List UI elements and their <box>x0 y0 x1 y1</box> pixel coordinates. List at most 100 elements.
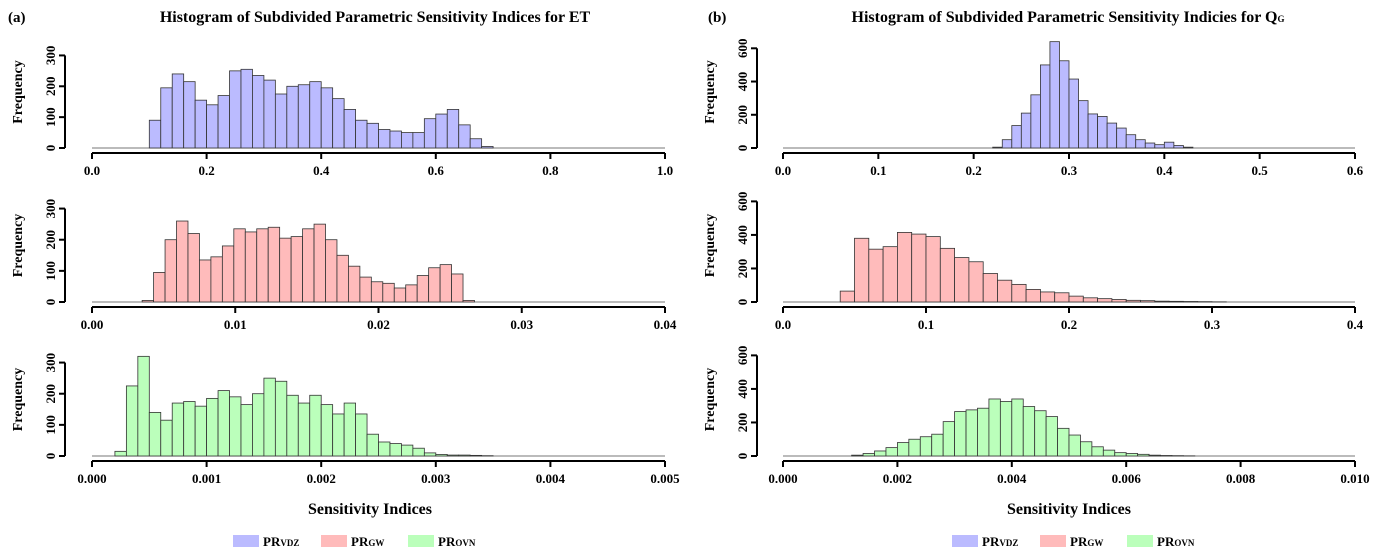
bar-vdz-5 <box>1040 64 1051 149</box>
panel-b-title-main: Histogram of Subdivided Parametric Sensi… <box>852 9 1278 26</box>
bar-gw-28 <box>462 300 475 303</box>
bar-vdz-1 <box>1001 139 1013 149</box>
bar-ovn-24 <box>389 443 402 457</box>
y-tick-label: 0 <box>43 145 58 152</box>
panel-b-xlabel: Sensitivity Indices <box>1007 501 1131 518</box>
legend-label-vdz: PRVDZ <box>263 534 299 549</box>
bar-ovn-12 <box>252 393 265 457</box>
bar-ovn-1 <box>125 385 139 457</box>
bar-ovn-31 <box>469 454 483 457</box>
bar-gw-14 <box>302 228 315 303</box>
bar-vdz-15 <box>320 87 334 149</box>
x-tick-label: 0.01 <box>224 317 247 332</box>
bar-vdz-7 <box>229 70 242 149</box>
bar-vdz-16 <box>1144 142 1156 149</box>
panel-a-xlabel: Sensitivity Indices <box>308 501 432 518</box>
x-tick-label: 0.0 <box>775 317 791 332</box>
bar-gw-16 <box>1068 295 1084 303</box>
bar-vdz-11 <box>1097 116 1108 149</box>
bar-ovn-6 <box>919 436 933 457</box>
x-tick-label: 0.2 <box>1061 317 1077 332</box>
bar-ovn-5 <box>171 402 185 457</box>
bar-vdz-5 <box>206 104 219 149</box>
bar-ovn-27 <box>423 452 437 457</box>
bar-ovn-14 <box>1011 398 1024 457</box>
bar-gw-1 <box>153 272 166 303</box>
x-tick-label: 0.4 <box>1347 317 1364 332</box>
bar-ovn-10 <box>965 409 978 457</box>
bar-ovn-14 <box>274 380 288 457</box>
panel-a-label: (a) <box>8 10 26 26</box>
bar-vdz-13 <box>1116 127 1127 149</box>
y-tick-label: 0 <box>43 453 58 460</box>
bar-ovn-17 <box>309 394 322 457</box>
x-tick-label: 0.3 <box>1204 317 1221 332</box>
bar-ovn-13 <box>263 377 276 457</box>
panel-a-title: Histogram of Subdivided Parametric Sensi… <box>160 9 591 26</box>
x-tick-label: 1.0 <box>657 163 673 178</box>
x-tick-label: 0.00 <box>81 317 104 332</box>
bar-vdz-19 <box>366 122 379 149</box>
bar-gw-4 <box>897 232 913 303</box>
bar-gw-10 <box>982 273 998 303</box>
bar-gw-16 <box>325 239 338 303</box>
bar-ovn-21 <box>1091 446 1104 457</box>
bar-ovn-3 <box>885 447 898 457</box>
bar-ovn-8 <box>942 421 955 457</box>
y-axis-label: Frequency <box>11 368 26 432</box>
x-tick-label: 0.005 <box>650 471 680 486</box>
x-tick-label: 0.004 <box>997 471 1027 486</box>
bar-gw-20 <box>1125 299 1141 303</box>
bar-gw-12 <box>279 237 292 303</box>
bar-vdz-20 <box>1183 146 1194 149</box>
bar-gw-19 <box>1111 299 1127 303</box>
x-tick-label: 0.000 <box>77 471 106 486</box>
bar-vdz-26 <box>446 109 460 149</box>
bar-gw-19 <box>359 276 372 303</box>
bar-gw-21 <box>1140 300 1156 303</box>
bar-ovn-11 <box>977 407 990 457</box>
panel-b-histogram-vdz: 0 200 400 600 Frequency 0.0 0.1 0.2 0.3 0.4 0.5 0.6 <box>703 39 1364 178</box>
bar-vdz-0 <box>992 146 1003 149</box>
bar-gw-0 <box>141 300 154 303</box>
bar-ovn-2 <box>874 450 887 457</box>
bar-ovn-13 <box>999 401 1013 457</box>
bar-vdz-25 <box>435 113 448 149</box>
y-tick-label: 400 <box>735 379 750 399</box>
bar-vdz-3 <box>183 81 196 149</box>
x-tick-label: 0.1 <box>870 163 886 178</box>
y-axis-label: Frequency <box>11 60 26 124</box>
bar-vdz-22 <box>401 132 414 149</box>
bar-vdz-17 <box>1154 144 1165 149</box>
x-tick-label: 0.002 <box>883 471 912 486</box>
bar-vdz-29 <box>481 146 494 149</box>
legend-label-vdz: PRVDZ <box>982 534 1018 549</box>
bar-gw-6 <box>210 256 223 303</box>
bar-gw-15 <box>1054 292 1070 303</box>
bar-vdz-9 <box>1078 100 1089 149</box>
bar-ovn-26 <box>412 447 425 457</box>
bar-vdz-8 <box>240 68 253 149</box>
bar-gw-7 <box>221 245 235 303</box>
x-tick-label: 0.6 <box>428 163 445 178</box>
bar-ovn-25 <box>401 444 414 457</box>
bar-vdz-17 <box>343 109 356 149</box>
bar-vdz-6 <box>217 95 230 149</box>
bar-vdz-7 <box>1059 60 1070 149</box>
y-tick-label: 400 <box>735 225 750 245</box>
bar-ovn-10 <box>229 396 242 457</box>
bar-gw-18 <box>348 265 361 303</box>
bar-ovn-15 <box>1022 406 1036 457</box>
y-tick-label: 200 <box>735 105 750 125</box>
bar-ovn-16 <box>1034 410 1047 457</box>
bar-vdz-6 <box>1049 41 1060 149</box>
x-tick-label: 0.006 <box>1112 471 1142 486</box>
bar-vdz-16 <box>332 98 345 149</box>
panel-b-title-sub: G <box>1277 14 1284 24</box>
x-tick-label: 0.03 <box>510 317 533 332</box>
y-tick-label: 300 <box>43 353 58 373</box>
bar-ovn-7 <box>931 433 944 457</box>
legend-label-gw: PRGW <box>1070 534 1103 549</box>
bar-gw-9 <box>968 261 984 303</box>
